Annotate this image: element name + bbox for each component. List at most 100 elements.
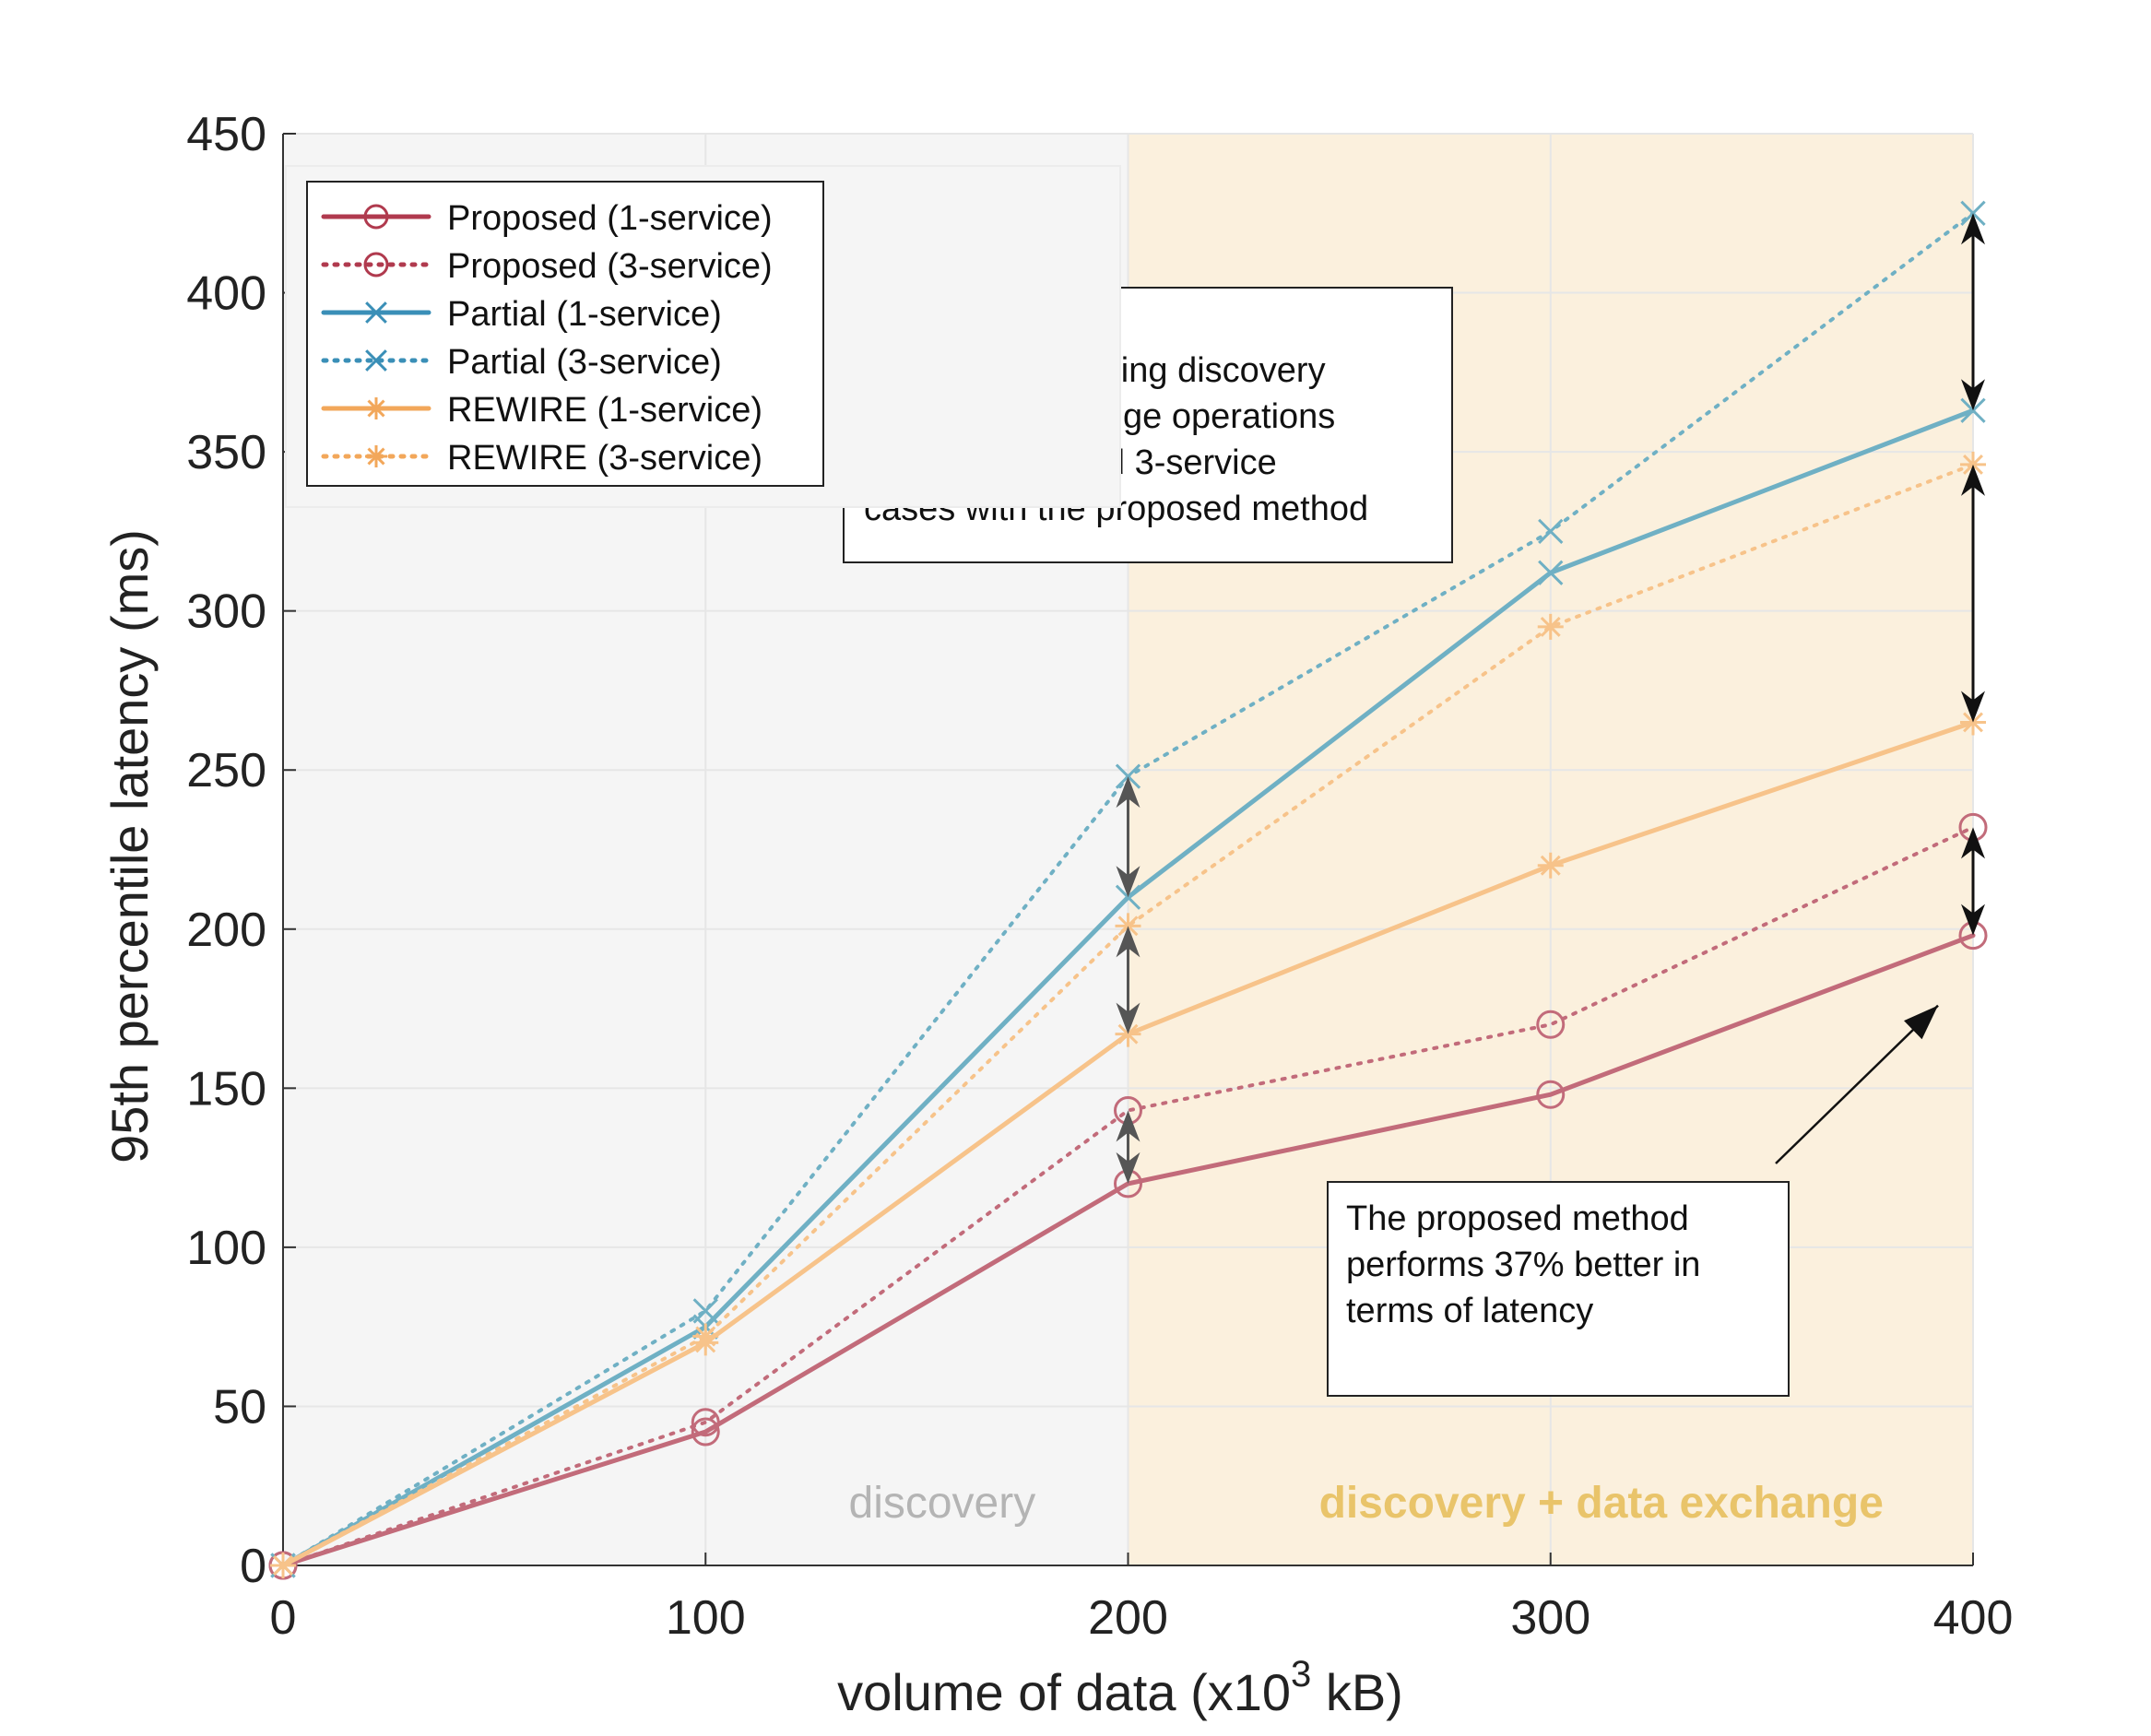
star-marker-shape [1960, 709, 1986, 736]
arrow-head-down [1961, 379, 1985, 411]
x-marker-shape [1115, 763, 1141, 789]
difference-arrow [1961, 464, 1985, 723]
y-tick-label: 200 [186, 903, 266, 957]
annotation-text-line: terms of latency [1346, 1292, 1593, 1330]
y-tick-label: 100 [186, 1222, 266, 1275]
annotation-text-line: The proposed method [1346, 1199, 1689, 1238]
legend-marker-sample [363, 204, 389, 230]
y-tick-label: 150 [186, 1062, 266, 1116]
star-marker-shape [365, 397, 387, 419]
x-tick-label: 0 [270, 1591, 297, 1645]
x-marker-shape [692, 1298, 718, 1324]
data-point [692, 1298, 718, 1324]
data-point [1538, 518, 1564, 545]
difference-arrows [1116, 213, 1985, 1184]
data-point [1536, 1080, 1566, 1109]
data-point [1960, 709, 1986, 736]
arrow-head-down [1116, 1002, 1141, 1034]
region-label: discovery + data exchange [1319, 1479, 1884, 1528]
star-marker-shape [1537, 852, 1564, 879]
data-point [691, 1417, 720, 1447]
circle-marker-shape [363, 204, 389, 230]
star-marker-shape [270, 1553, 296, 1578]
legend-marker-sample [365, 445, 387, 467]
legend-marker-sample [365, 397, 387, 419]
star-marker-shape [692, 1323, 719, 1350]
y-tick-label: 450 [186, 108, 266, 161]
x-tick-label: 400 [1933, 1591, 2014, 1645]
pointer-arrow-head [1904, 1005, 1938, 1040]
pointer-arrow [1775, 1004, 1939, 1164]
y-tick-label: 0 [240, 1540, 266, 1593]
circle-marker-shape [363, 252, 389, 278]
difference-arrow [1961, 213, 1985, 411]
annotation-better: The proposed method performs 37% better i… [1327, 1181, 1790, 1397]
circle-marker-shape [1536, 1010, 1566, 1039]
legend-label: Proposed (1-service) [447, 199, 773, 238]
data-point [691, 1408, 720, 1437]
x-marker-shape [1960, 397, 1986, 423]
data-point [1537, 852, 1564, 879]
legend-entry: REWIRE (3-service) [321, 439, 762, 478]
legend-marker-sample [365, 301, 387, 324]
y-tick-label: 250 [186, 744, 266, 797]
x-tick-label: 300 [1510, 1591, 1590, 1645]
x-marker-shape [1538, 560, 1564, 585]
star-marker-shape [365, 445, 387, 467]
arrow-head-up [1116, 1110, 1141, 1142]
difference-arrow [1961, 827, 1985, 936]
x-marker-shape [1538, 518, 1564, 545]
y-tick-label: 350 [186, 426, 266, 479]
legend: Proposed (1-service) Proposed (3-service)… [285, 165, 1121, 508]
pointer-arrow-shaft [1775, 1004, 1939, 1164]
data-point [1115, 763, 1141, 789]
arrow-head-down [1116, 1151, 1141, 1184]
arrow-head-up [1961, 464, 1985, 496]
series-line [281, 825, 1975, 1567]
y-tick-label: 400 [186, 267, 266, 321]
circle-marker-shape [691, 1417, 720, 1447]
legend-label: REWIRE (1-service) [447, 391, 762, 430]
data-point [270, 1553, 296, 1578]
arrow-head-up [1116, 776, 1141, 809]
legend-label: Partial (3-service) [447, 343, 722, 382]
data-point [1537, 613, 1564, 640]
x-marker-shape [365, 349, 387, 372]
y-tick-label: 300 [186, 585, 266, 639]
legend-label: Proposed (3-service) [447, 247, 773, 286]
legend-box [306, 181, 824, 487]
arrow-head-down [1961, 691, 1985, 723]
circle-marker-shape [1536, 1080, 1566, 1109]
arrow-head-up [1116, 926, 1141, 958]
y-axis-label: 95th percentile latency (ms) [100, 529, 159, 1163]
arrow-head-up [1961, 827, 1985, 859]
legend-marker-sample [365, 349, 387, 372]
data-point [1115, 884, 1141, 910]
arrow-head-up [1961, 213, 1985, 245]
annotation-text-line: performs 37% better in [1346, 1246, 1700, 1284]
x-axis-label: volume of data (x103 kB) [837, 1654, 1403, 1721]
data-point [692, 1323, 719, 1350]
legend-label: REWIRE (3-service) [447, 439, 762, 478]
data-point [1536, 1010, 1566, 1039]
y-tick-label: 50 [213, 1380, 266, 1434]
difference-arrow [1116, 776, 1141, 898]
x-marker-shape [365, 301, 387, 324]
axes: 0 100 200 300 400 0 50 100 150 200 250 300 350 400 450 [186, 108, 2013, 1645]
x-marker-shape [1115, 884, 1141, 910]
legend-entry: Partial (1-service) [321, 295, 722, 334]
legend-entry: REWIRE (1-service) [321, 391, 762, 430]
legend-label: Partial (1-service) [447, 295, 722, 334]
x-tick-label: 100 [666, 1591, 746, 1645]
difference-arrow [1116, 1110, 1141, 1184]
x-tick-label: 200 [1088, 1591, 1168, 1645]
arrow-head-down [1961, 903, 1985, 936]
legend-marker-sample [363, 252, 389, 278]
data-point [1538, 560, 1564, 585]
annotation-box [1327, 1181, 1790, 1397]
circle-marker-shape [691, 1408, 720, 1437]
difference-arrow [1116, 926, 1141, 1034]
region-label: discovery [849, 1479, 1036, 1528]
data-point [1960, 397, 1986, 423]
